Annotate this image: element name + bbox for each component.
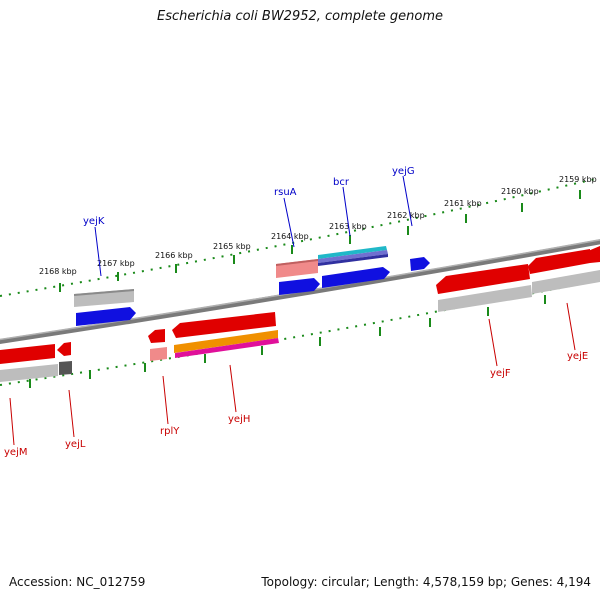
genome-backbone <box>0 239 600 345</box>
gene-yejE-shadow <box>532 270 600 294</box>
gene-yejM <box>0 344 55 364</box>
gene-yejK <box>76 307 136 326</box>
gene-bcr-bar2 <box>318 250 388 263</box>
gene-label-yejK: yejK <box>83 216 105 227</box>
gene-bcr <box>322 267 390 288</box>
gene-yejE <box>528 249 590 274</box>
gene-rsuA <box>279 278 320 295</box>
page-title: Escherichia coli BW2952, complete genome <box>157 9 443 24</box>
ruler-inner-ticks <box>29 295 546 388</box>
gene-yejG <box>410 257 430 271</box>
gene-yejF <box>436 264 530 294</box>
kbp-label: 2160 kbp <box>501 187 539 196</box>
gene-yejL <box>57 342 71 356</box>
kbp-label: 2166 kbp <box>155 251 193 260</box>
gene-label-yejF: yejF <box>490 368 511 379</box>
gene-label-yejE: yejE <box>567 351 588 362</box>
gene-yejH-bar1 <box>174 330 278 353</box>
gene-rplY <box>148 329 165 343</box>
ruler-labels: 2168 kbp 2167 kbp 2166 kbp 2165 kbp 2164… <box>39 175 597 276</box>
genome-summary-text: Topology: circular; Length: 4,578,159 bp… <box>261 575 591 589</box>
gene-label-rsuA: rsuA <box>274 187 297 198</box>
kbp-label: 2159 kbp <box>559 175 597 184</box>
gene-bcr-bar1 <box>318 246 387 259</box>
forward-features <box>74 246 430 326</box>
kbp-label: 2163 kbp <box>329 222 367 231</box>
kbp-label: 2168 kbp <box>39 267 77 276</box>
gene-yejM-shadow <box>0 364 58 382</box>
accession-text: Accession: NC_012759 <box>9 575 146 589</box>
gene-label-yejM: yejM <box>4 447 27 458</box>
gene-yejL-shadow <box>59 361 72 375</box>
gene-label-rplY: rplY <box>160 426 180 437</box>
kbp-label: 2165 kbp <box>213 242 251 251</box>
label-connectors <box>9 175 576 446</box>
kbp-label: 2161 kbp <box>444 199 482 208</box>
gene-label-yejH: yejH <box>228 414 250 425</box>
gene-yejH <box>172 312 276 338</box>
gene-bcr-bar3 <box>318 254 388 266</box>
kbp-label: 2164 kbp <box>271 232 309 241</box>
ruler-major-ticks <box>59 190 581 292</box>
gene-yejH-bar2 <box>175 338 279 358</box>
kbp-label: 2167 kbp <box>97 259 135 268</box>
gene-yejF-shadow <box>438 285 532 312</box>
gene-rplY-shadow <box>150 347 167 361</box>
reverse-features <box>0 246 600 382</box>
gene-labels: yejK rsuA bcr yejG yejM yejL rplY yejH y… <box>4 166 588 458</box>
gene-label-yejG: yejG <box>392 166 415 177</box>
gene-label-yejL: yejL <box>65 439 86 450</box>
kbp-label: 2162 kbp <box>387 211 425 220</box>
gene-label-bcr: bcr <box>333 177 350 188</box>
